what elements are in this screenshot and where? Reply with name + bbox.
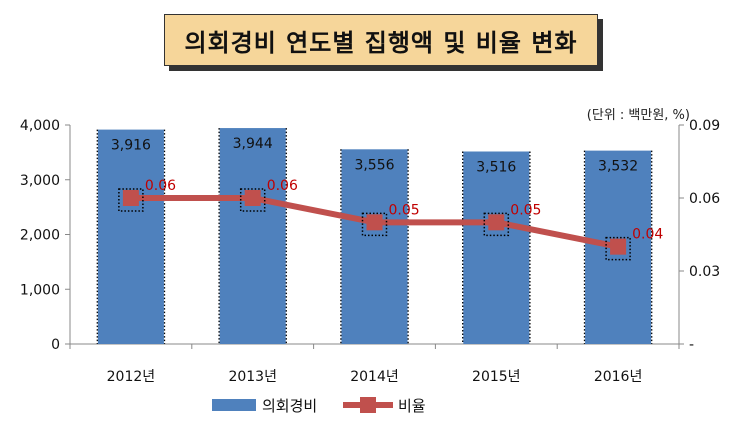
unit-note: (단위 : 백만원, %) [586, 108, 690, 123]
ratio-data-label: 0.04 [632, 227, 663, 243]
legend-label-line: 비율 [398, 397, 426, 415]
right-axis-tick-label: - [689, 337, 694, 353]
x-axis-tick-label: 2014년 [350, 369, 399, 385]
ratio-marker [122, 190, 139, 206]
bar [97, 129, 164, 344]
ratio-marker-outline [361, 212, 388, 237]
bar [219, 128, 286, 344]
right-axis-tick-label: 0.06 [689, 191, 720, 207]
ratio-marker [244, 190, 261, 206]
right-axis-tick-label: 0.09 [689, 118, 720, 134]
ratio-data-label: 0.06 [267, 178, 298, 194]
ratio-marker [488, 214, 505, 231]
ratio-marker-outline [239, 188, 266, 212]
left-axis-tick-label: 4,000 [20, 118, 60, 134]
bar-data-label: 3,944 [233, 136, 273, 152]
bar [463, 151, 530, 344]
left-axis-tick-label: 0 [51, 337, 60, 353]
ratio-marker [366, 214, 383, 231]
ratio-marker [610, 238, 627, 255]
bar-data-label: 3,916 [111, 138, 151, 154]
bar-data-label: 3,532 [598, 159, 638, 175]
right-axis-tick-label: 0.03 [689, 264, 720, 280]
ratio-marker-outline [118, 188, 144, 212]
bar-data-label: 3,516 [476, 159, 516, 175]
left-axis-tick-label: 2,000 [20, 228, 60, 244]
ratio-marker-outline [483, 212, 510, 237]
legend-swatch-marker [360, 397, 376, 413]
bar-data-label: 3,556 [354, 157, 394, 173]
bar [341, 149, 408, 344]
x-axis-tick-label: 2015년 [472, 369, 521, 385]
x-axis-tick-label: 2013년 [228, 369, 277, 385]
legend-label-bar: 의회경비 [262, 397, 317, 415]
x-axis-tick-label: 2016년 [594, 369, 643, 385]
ratio-data-label: 0.05 [510, 202, 541, 218]
legend-swatch-bar [212, 399, 256, 411]
ratio-data-label: 0.06 [145, 178, 176, 194]
x-axis-tick-label: 2012년 [107, 369, 156, 385]
left-axis-tick-label: 3,000 [20, 173, 60, 189]
ratio-marker-outline [605, 236, 631, 261]
chart-title: 의회경비 연도별 집행액 및 비율 변화 [164, 14, 598, 66]
left-axis-tick-label: 1,000 [20, 282, 60, 298]
ratio-data-label: 0.05 [389, 202, 420, 218]
